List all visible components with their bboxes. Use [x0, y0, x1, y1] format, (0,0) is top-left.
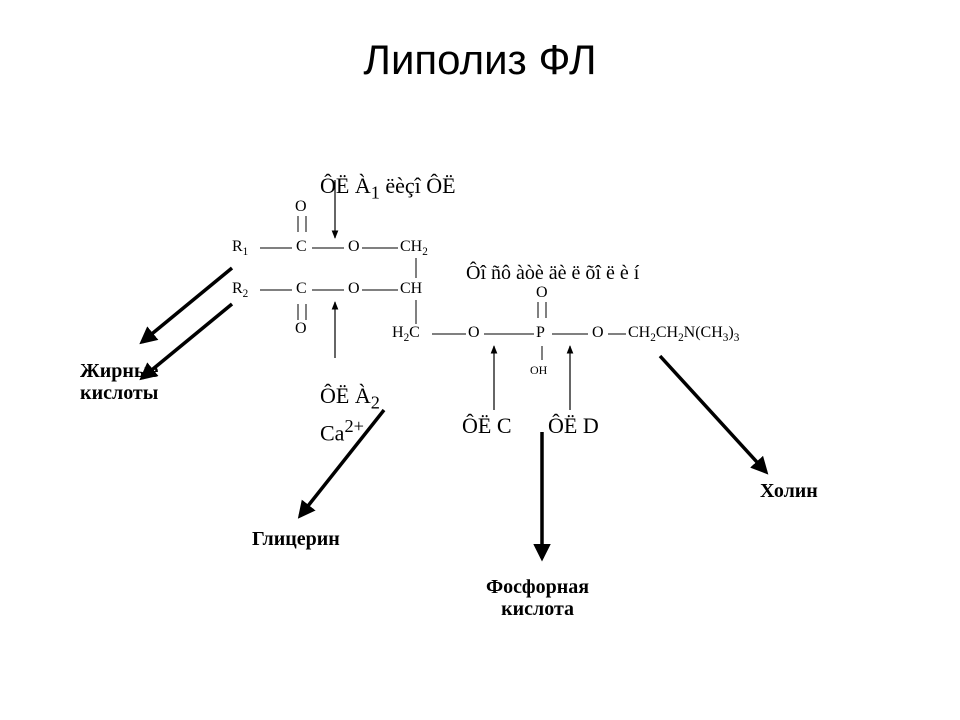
diagram-svg — [0, 0, 960, 720]
diagram-stage: Липолиз ФЛ ÔË À1 ëèçî ÔË ÔË À2 Ca2+ Ôî ñ… — [0, 0, 960, 720]
